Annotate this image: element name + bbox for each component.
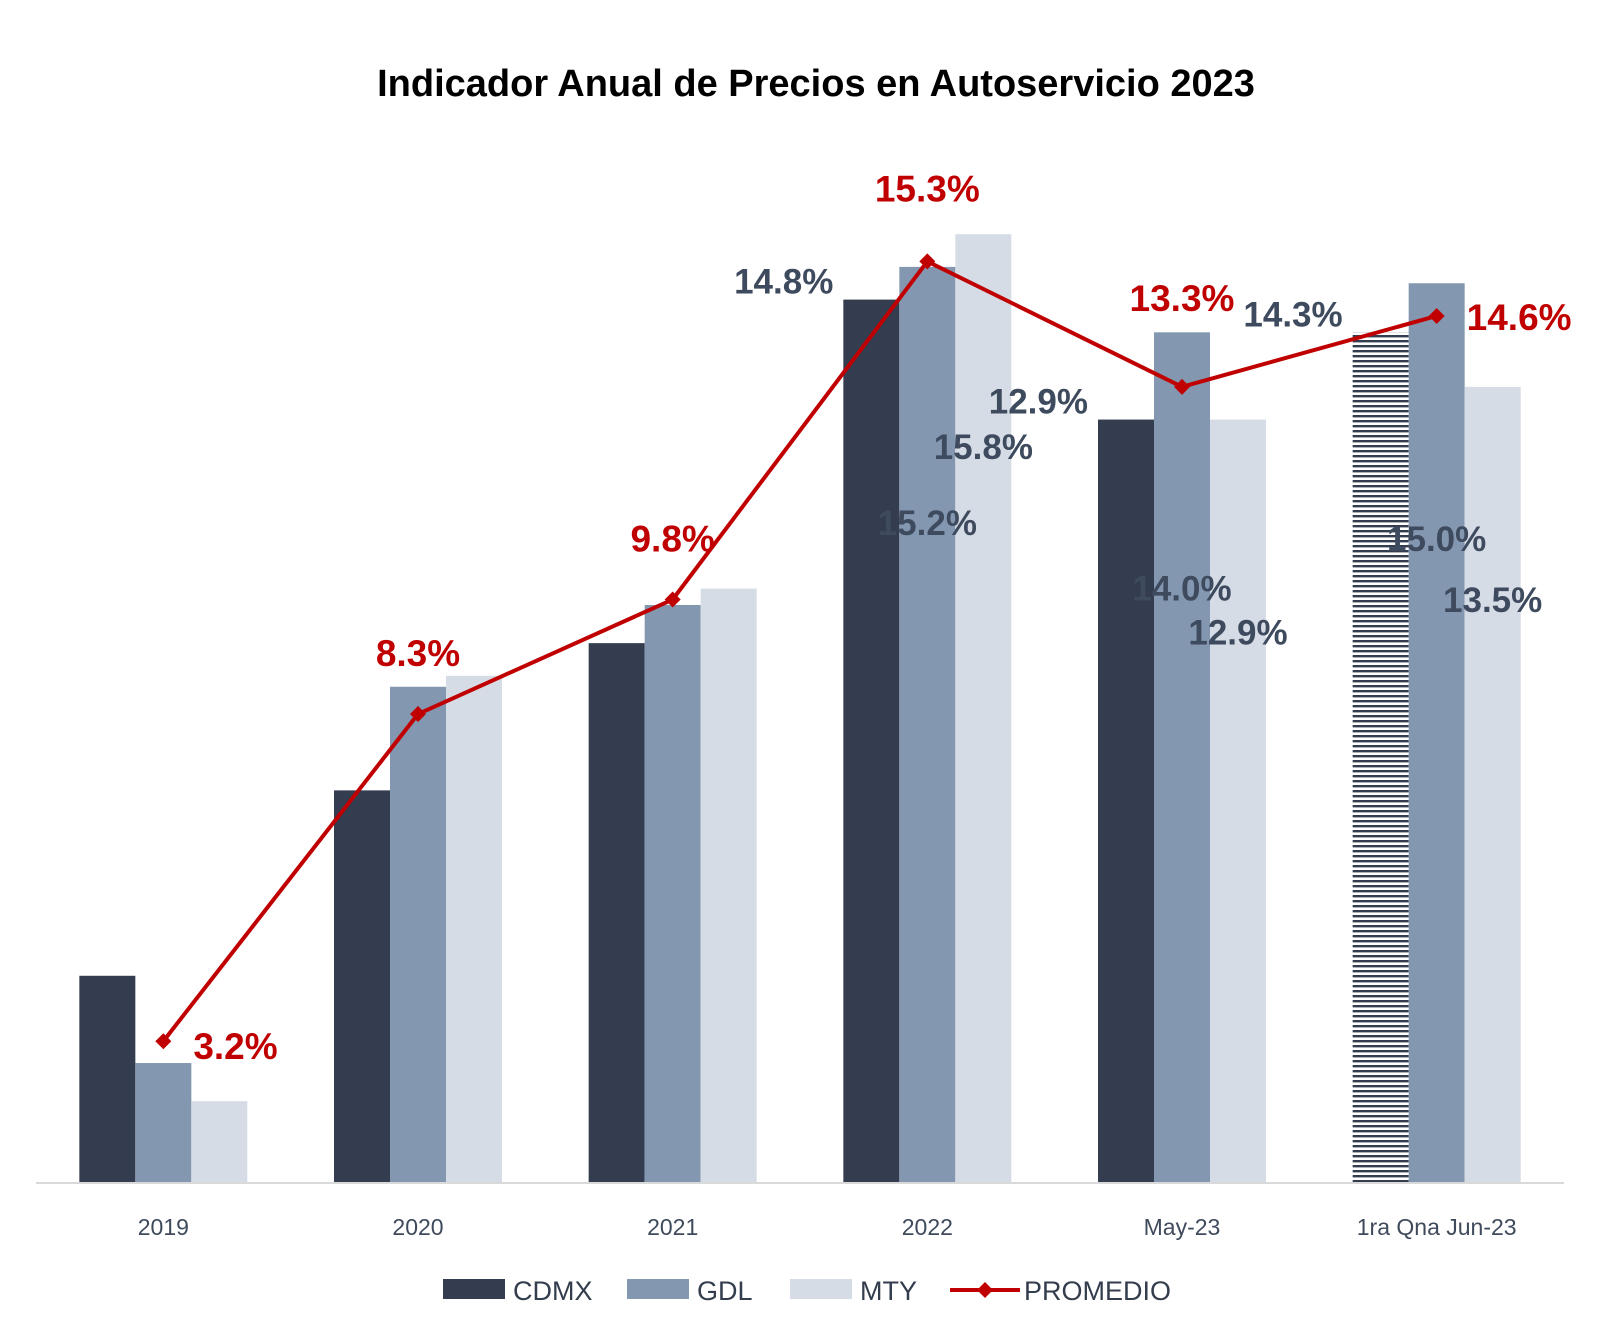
data-label-cdmx-1ra-qna-jun-23: 14.3% bbox=[1243, 295, 1342, 334]
data-label-mty-1ra-qna-jun-23: 13.5% bbox=[1443, 581, 1542, 620]
data-label-gdl-1ra-qna-jun-23: 15.0% bbox=[1387, 520, 1486, 559]
data-label-cdmx-may-23: 12.9% bbox=[989, 383, 1088, 422]
bar-cdmx-2019 bbox=[79, 975, 136, 1183]
data-label-gdl-2022: 15.2% bbox=[878, 504, 977, 543]
x-tick-label-1ra-qna-jun-23: 1ra Qna Jun-23 bbox=[1357, 1214, 1517, 1240]
point-promedio-2021 bbox=[664, 591, 681, 608]
chart-title: Indicador Anual de Precios en Autoservic… bbox=[377, 63, 1255, 105]
x-tick-label-may-23: May-23 bbox=[1144, 1214, 1221, 1240]
bar-gdl-may-23 bbox=[1154, 332, 1210, 1183]
point-promedio-2022 bbox=[919, 253, 936, 270]
data-label-gdl-may-23: 14.0% bbox=[1132, 569, 1231, 608]
legend-label-promedio: PROMEDIO bbox=[1024, 1276, 1171, 1306]
bar-mty-may-23 bbox=[1210, 419, 1266, 1183]
legend-label-gdl: GDL bbox=[697, 1276, 753, 1306]
bar-gdl-2021 bbox=[644, 604, 701, 1183]
data-label-promedio-2021: 9.8% bbox=[630, 519, 714, 560]
bar-cdmx-2020 bbox=[334, 790, 390, 1183]
point-promedio-2019 bbox=[155, 1033, 172, 1050]
bar-gdl-2022 bbox=[899, 266, 956, 1183]
data-label-promedio-1ra-qna-jun-23: 14.6% bbox=[1467, 297, 1572, 338]
legend-label-mty: MTY bbox=[860, 1276, 917, 1306]
data-label-promedio-2019: 3.2% bbox=[193, 1026, 277, 1067]
bar-mty-2022 bbox=[955, 234, 1012, 1183]
data-label-cdmx-2022: 14.8% bbox=[734, 263, 833, 302]
legend-swatch-gdl bbox=[627, 1279, 689, 1299]
bar-mty-2020 bbox=[446, 675, 502, 1183]
point-promedio-1ra-qna-jun-23 bbox=[1428, 307, 1445, 324]
legend-swatch-cdmx bbox=[443, 1279, 505, 1299]
series-line-promedio bbox=[161, 259, 1438, 1043]
bar-mty-1ra-qna-jun-23 bbox=[1464, 386, 1521, 1183]
legend-swatch-mty bbox=[790, 1279, 852, 1299]
bar-gdl-1ra-qna-jun-23 bbox=[1408, 283, 1465, 1183]
bar-cdmx-2022 bbox=[843, 299, 900, 1183]
average-line-layer bbox=[155, 253, 1445, 1050]
x-tick-label-2019: 2019 bbox=[138, 1214, 189, 1240]
point-promedio-2020 bbox=[410, 706, 426, 723]
x-axis-ticks: 2019 2020 2021 2022 May-23 1ra Qna Jun-23 bbox=[138, 1214, 1517, 1240]
bar-mty-2019 bbox=[191, 1101, 248, 1183]
x-tick-label-2022: 2022 bbox=[902, 1214, 953, 1240]
data-labels-layer: 14.8% 15.2% 15.8% 12.9% 14.0% 12.9% 14.3% 15.0%… bbox=[193, 168, 1571, 1067]
bar-cdmx-may-23 bbox=[1098, 419, 1154, 1183]
x-tick-label-2020: 2020 bbox=[392, 1214, 443, 1240]
point-promedio-may-23 bbox=[1174, 378, 1190, 395]
data-label-mty-may-23: 12.9% bbox=[1188, 614, 1287, 653]
bar-mty-2021 bbox=[700, 588, 757, 1183]
data-label-mty-2022: 15.8% bbox=[934, 428, 1033, 467]
data-label-promedio-2020: 8.3% bbox=[376, 633, 460, 674]
legend: CDMX GDL MTY PROMEDIO bbox=[443, 1276, 1171, 1306]
data-label-promedio-2022: 15.3% bbox=[875, 168, 980, 209]
data-label-promedio-may-23: 13.3% bbox=[1130, 278, 1235, 319]
bar-gdl-2019 bbox=[135, 1063, 192, 1183]
legend-marker-promedio bbox=[977, 1282, 993, 1298]
bar-cdmx-2021 bbox=[588, 643, 645, 1183]
legend-label-cdmx: CDMX bbox=[513, 1276, 593, 1306]
x-tick-label-2021: 2021 bbox=[647, 1214, 698, 1240]
bars-layer bbox=[79, 234, 1521, 1183]
bar-gdl-2020 bbox=[390, 686, 446, 1183]
bar-cdmx-1ra-qna-jun-23 bbox=[1352, 332, 1409, 1183]
